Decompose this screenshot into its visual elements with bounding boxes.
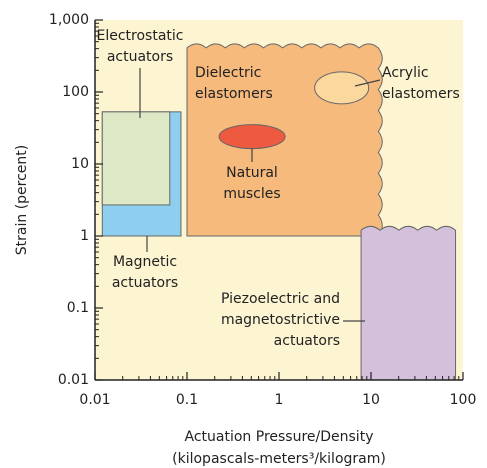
leader-line <box>354 79 381 87</box>
y-tick-label: 0.1 <box>67 300 89 316</box>
y-axis-label: Strain (percent) <box>14 145 30 255</box>
y-tick-label: 10 <box>71 156 89 172</box>
region-label: magnetostrictive <box>221 312 340 328</box>
x-tick-label: 0.1 <box>176 392 198 408</box>
x-axis-label: Actuation Pressure/Density <box>185 429 374 445</box>
x-tick-label: 100 <box>450 392 477 408</box>
region-label: elastomers <box>382 86 460 102</box>
plot-area <box>95 20 463 381</box>
y-tick-label: 0.01 <box>58 372 89 388</box>
region-label: Electrostatic <box>97 28 184 44</box>
x-tick-label: 0.01 <box>79 392 110 408</box>
region <box>360 225 457 381</box>
y-tick-label: 1,000 <box>49 12 89 28</box>
region-label: muscles <box>223 186 280 202</box>
region-label: Piezoelectric and <box>221 291 340 307</box>
region-label: Magnetic <box>113 254 177 270</box>
region-label: Dielectric <box>195 65 261 81</box>
region-ellipse <box>314 71 370 105</box>
region-label: actuators <box>112 275 178 291</box>
region-label: Acrylic <box>382 65 429 81</box>
y-tick-label: 1 <box>80 228 89 244</box>
region-label: elastomers <box>195 86 273 102</box>
region-ellipse <box>218 124 286 150</box>
x-tick-label: 1 <box>275 392 284 408</box>
region-label: Natural <box>226 165 278 181</box>
region <box>101 111 171 206</box>
x-tick-label: 10 <box>362 392 380 408</box>
region-label: actuators <box>274 333 340 349</box>
x-axis-label: (kilopascals-meters³/kilogram) <box>172 451 386 467</box>
region-label: actuators <box>107 49 173 65</box>
y-tick-label: 100 <box>62 84 89 100</box>
